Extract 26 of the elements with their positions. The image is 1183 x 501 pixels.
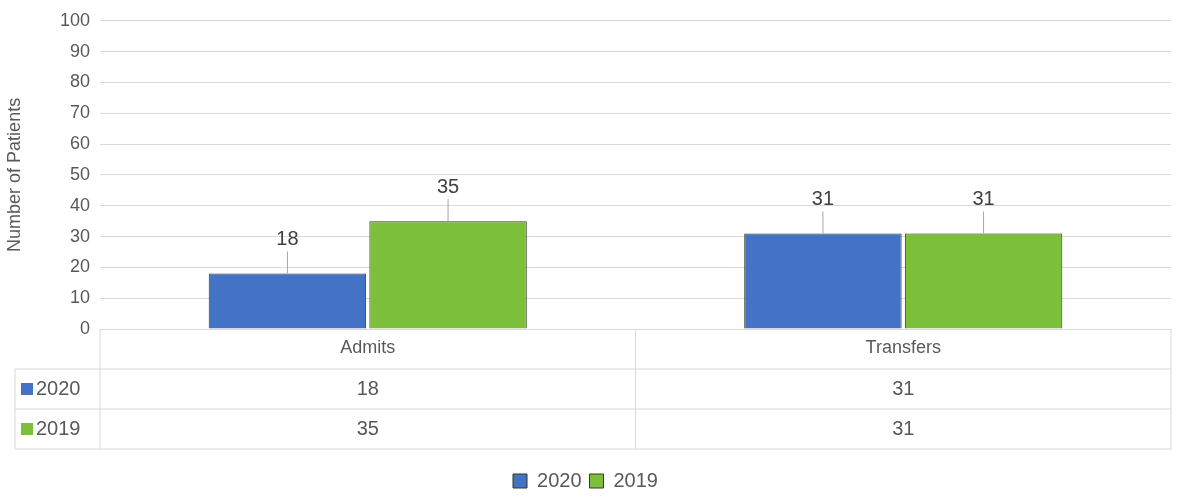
text: 18 xyxy=(356,376,379,399)
data-label: 31 xyxy=(972,186,995,209)
data-label: 35 xyxy=(436,174,460,197)
y-axis-title: Number of Patients xyxy=(3,97,24,252)
y-tick-label: 70 xyxy=(69,102,90,123)
text: 2019 xyxy=(36,416,81,439)
y-tick-label: 20 xyxy=(69,256,90,277)
text: 31 xyxy=(892,416,915,439)
legend-label: 2020 xyxy=(36,376,81,399)
data-label: 31 xyxy=(811,186,835,209)
y-tick-label: 50 xyxy=(69,163,90,184)
legend-label: 2019 xyxy=(613,468,658,491)
text: 2020 xyxy=(537,468,582,491)
y-tick-label: 40 xyxy=(69,194,90,215)
y-tick-label: 90 xyxy=(69,40,90,61)
y-tick-label: 60 xyxy=(69,133,90,154)
y-tick-label: 30 xyxy=(69,225,90,246)
data-label: 18 xyxy=(276,227,299,250)
x-tick-label: Admits xyxy=(340,336,396,357)
text: 35 xyxy=(356,416,379,439)
y-tick-label: 10 xyxy=(69,287,90,308)
x-tick-label: Transfers xyxy=(865,336,941,357)
y-tick-label: 100 xyxy=(59,9,90,30)
y-tick-label: 80 xyxy=(69,71,90,92)
text: 31 xyxy=(892,376,915,399)
y-tick-label: 0 xyxy=(79,317,90,338)
